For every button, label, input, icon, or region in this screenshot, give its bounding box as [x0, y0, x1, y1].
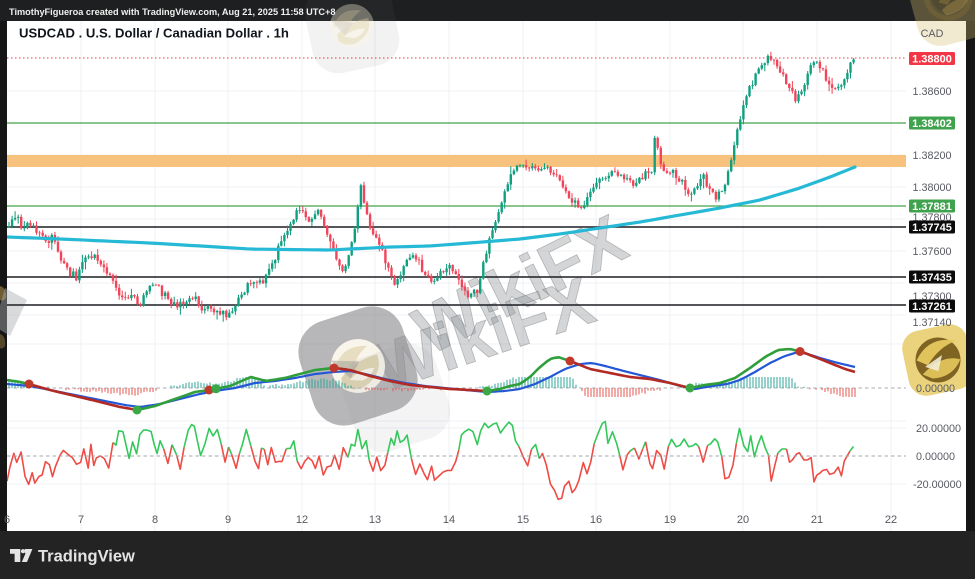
svg-text:1.38800: 1.38800 [912, 54, 952, 66]
svg-text:20.00000: 20.00000 [916, 423, 961, 435]
svg-text:19: 19 [664, 514, 676, 526]
svg-text:9: 9 [225, 514, 231, 526]
svg-text:13: 13 [369, 514, 381, 526]
svg-text:TimothyFigueroa created with T: TimothyFigueroa created with TradingView… [9, 7, 336, 17]
svg-text:7: 7 [78, 514, 84, 526]
svg-text:14: 14 [443, 514, 455, 526]
svg-text:1.37745: 1.37745 [912, 222, 952, 234]
svg-text:20: 20 [737, 514, 749, 526]
svg-text:1.38200: 1.38200 [912, 150, 951, 162]
svg-text:8: 8 [152, 514, 158, 526]
svg-text:TradingView: TradingView [38, 548, 135, 566]
svg-text:CAD: CAD [921, 28, 944, 40]
svg-text:0.00000: 0.00000 [916, 383, 955, 395]
svg-text:22: 22 [885, 514, 897, 526]
svg-text:1.37140: 1.37140 [912, 317, 951, 329]
svg-text:1.37600: 1.37600 [912, 246, 951, 258]
svg-text:0.00000: 0.00000 [916, 451, 955, 463]
svg-text:1.37261: 1.37261 [912, 301, 952, 313]
svg-text:1.37881: 1.37881 [912, 201, 952, 213]
svg-text:12: 12 [296, 514, 308, 526]
svg-text:1.38402: 1.38402 [912, 118, 952, 130]
svg-text:16: 16 [590, 514, 602, 526]
svg-text:1.38000: 1.38000 [912, 182, 951, 194]
svg-text:USDCAD . U.S. Dollar / Canadia: USDCAD . U.S. Dollar / Canadian Dollar .… [19, 26, 289, 41]
svg-text:6: 6 [4, 514, 10, 526]
svg-text:1.38600: 1.38600 [912, 86, 951, 98]
svg-text:1.37435: 1.37435 [912, 272, 952, 284]
svg-text:-20.00000: -20.00000 [913, 479, 962, 491]
svg-text:21: 21 [811, 514, 823, 526]
svg-text:15: 15 [517, 514, 529, 526]
